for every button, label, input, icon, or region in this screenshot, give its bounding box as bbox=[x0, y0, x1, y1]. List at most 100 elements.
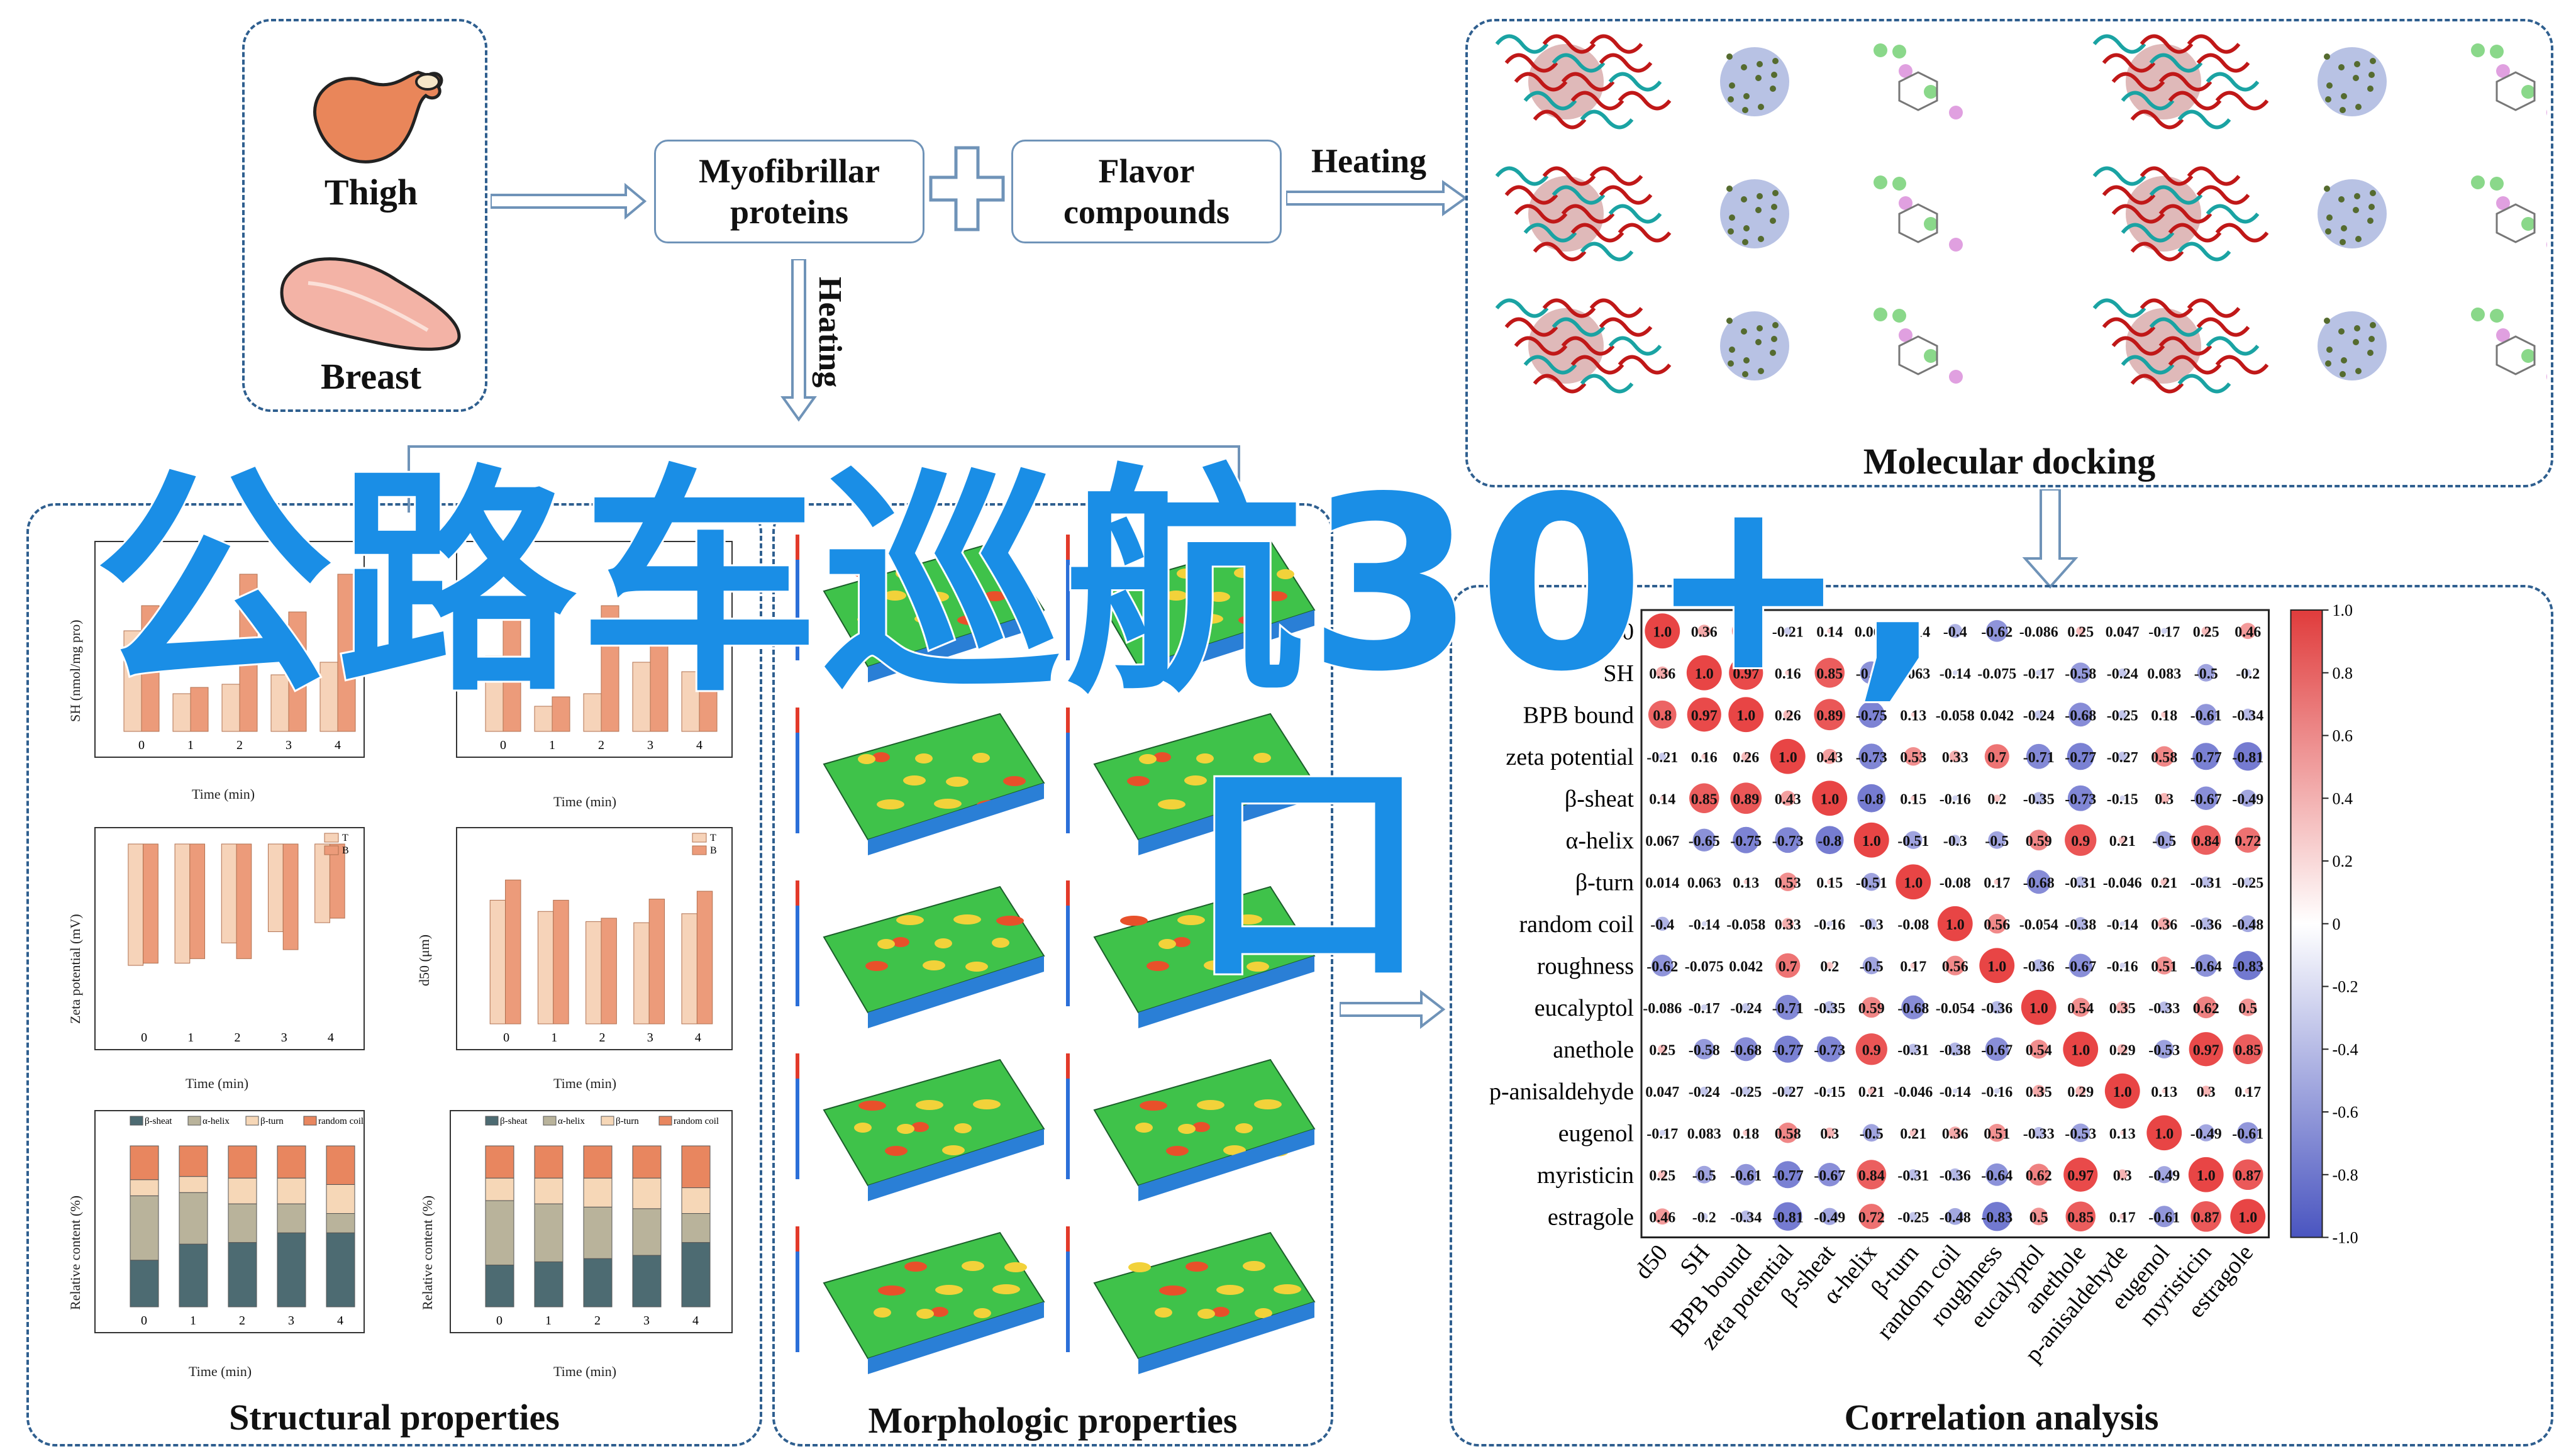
corr-value: -0.24 bbox=[1730, 1001, 1762, 1017]
afm-peak bbox=[953, 568, 970, 578]
ligand-atom bbox=[1743, 93, 1750, 99]
ligand-atom bbox=[2326, 347, 2333, 353]
surface-blob bbox=[1720, 311, 1789, 380]
corr-value: 0.43 bbox=[1775, 791, 1801, 808]
corr-circle bbox=[1857, 784, 1886, 813]
sh-xlabel: Time (min) bbox=[192, 786, 255, 802]
ligand-atom bbox=[2353, 75, 2359, 81]
x-tick: 0 bbox=[503, 1031, 509, 1045]
corr-value: -0.086 bbox=[2019, 624, 2058, 640]
bar-B bbox=[337, 574, 356, 732]
corr-value: 0.59 bbox=[1858, 1001, 1885, 1017]
ligand-atom bbox=[2341, 93, 2347, 99]
corr-value: 0.16 bbox=[1691, 750, 1718, 766]
legend-label: α-helix bbox=[558, 1116, 585, 1126]
stack-α-helix bbox=[485, 1200, 514, 1265]
legend-swatch bbox=[130, 1116, 143, 1126]
ligand-atom bbox=[1757, 325, 1763, 331]
corr-circle bbox=[1909, 1212, 1918, 1221]
stack-α-helix bbox=[583, 1206, 613, 1259]
corr-circle bbox=[1780, 791, 1796, 806]
corr-circle bbox=[1812, 780, 1848, 816]
afm-peak bbox=[996, 569, 1013, 579]
afm-peak bbox=[872, 752, 890, 762]
stack-β-sheat bbox=[179, 1243, 208, 1307]
corr-value: -0.36 bbox=[1940, 1168, 1971, 1184]
ligand-atom bbox=[1757, 193, 1763, 199]
corr-value: -0.68 bbox=[1897, 1001, 1929, 1017]
protein-ribbon bbox=[1542, 166, 1596, 186]
afm-colorbar-top bbox=[796, 535, 799, 560]
corr-value: -0.34 bbox=[2232, 708, 2263, 724]
stack-α-helix bbox=[179, 1192, 208, 1245]
corr-circle bbox=[1954, 713, 1957, 716]
corr-circle bbox=[2188, 1157, 2224, 1192]
corr-circle bbox=[1774, 1035, 1802, 1063]
afm-peak bbox=[1158, 939, 1176, 949]
bar-T-1 bbox=[537, 911, 554, 1024]
afm-peak bbox=[1177, 569, 1194, 579]
corr-value: 0.26 bbox=[1733, 750, 1759, 766]
stack-random coil bbox=[681, 1145, 711, 1189]
corr-value: -0.14 bbox=[2107, 917, 2138, 933]
corr-circle bbox=[2035, 710, 2043, 719]
afm-colorbar-top bbox=[1066, 880, 1070, 906]
corr-value: -0.08 bbox=[1940, 875, 1971, 891]
corr-value: 0.21 bbox=[1858, 1084, 1885, 1101]
bar-B-0 bbox=[143, 843, 158, 963]
corr-value: -0.34 bbox=[1730, 1209, 1762, 1226]
corr-value: 0.72 bbox=[2235, 833, 2261, 850]
ligand-atom bbox=[1729, 347, 1735, 353]
corr-value: 0.13 bbox=[2109, 1126, 2136, 1142]
afm-peak bbox=[1265, 591, 1287, 601]
afm-colorbar bbox=[796, 708, 799, 833]
corr-value: -0.83 bbox=[2232, 958, 2263, 975]
stack-β-sheat bbox=[632, 1255, 662, 1307]
structural-title: Structural properties bbox=[229, 1397, 560, 1438]
corr-value: -0.75 bbox=[1856, 708, 1887, 724]
corr-value: -0.046 bbox=[1894, 1084, 1933, 1101]
afm-peak bbox=[954, 1123, 972, 1133]
protein-ribbon bbox=[1514, 72, 1568, 92]
x-tick: 0 bbox=[500, 738, 506, 752]
corr-circle bbox=[1816, 1036, 1843, 1062]
afm-peak bbox=[1215, 799, 1243, 809]
afm-peak bbox=[853, 567, 870, 577]
corr-value: -0.48 bbox=[2232, 917, 2263, 933]
corr-value: -0.68 bbox=[2065, 708, 2096, 724]
ligand-ring bbox=[1898, 203, 1938, 243]
afm-colorbar bbox=[796, 1226, 799, 1352]
corr-value: -0.49 bbox=[2232, 791, 2263, 808]
bar-T-4 bbox=[314, 843, 330, 923]
corr-circle bbox=[2195, 704, 2217, 726]
corr-value: 0.35 bbox=[2109, 1001, 2136, 1017]
corr-circle bbox=[1904, 747, 1923, 766]
corr-value: -0.5 bbox=[1692, 1168, 1716, 1184]
corr-circle bbox=[1945, 955, 1965, 975]
x-tick: 4 bbox=[335, 738, 341, 752]
interaction-residue bbox=[1874, 43, 1887, 57]
corr-value: -0.16 bbox=[1940, 791, 1971, 808]
stack-β-sheat bbox=[228, 1242, 257, 1307]
stack-β-turn bbox=[130, 1179, 159, 1196]
afm-peak bbox=[1120, 916, 1148, 926]
corr-value: 0.067 bbox=[1645, 833, 1679, 850]
afm-panel bbox=[1066, 535, 1316, 682]
corr-value: 0.063 bbox=[1896, 666, 1930, 682]
protein-ribbon bbox=[2092, 298, 2146, 318]
corr-value: 0.36 bbox=[1649, 666, 1675, 682]
afm-peak bbox=[1235, 914, 1262, 924]
corr-value: 1.0 bbox=[1904, 875, 1923, 891]
corr-circle bbox=[1814, 699, 1846, 731]
corr-circle bbox=[2237, 1122, 2259, 1144]
corr-circle bbox=[2118, 836, 2126, 844]
corr-circle bbox=[2029, 1040, 2048, 1059]
interaction-residue bbox=[1892, 309, 1906, 323]
corr-circle bbox=[2146, 1115, 2182, 1151]
corr-value: 0.9 bbox=[1862, 1042, 1881, 1058]
docking-panel bbox=[1495, 298, 1963, 394]
corr-circle bbox=[2191, 825, 2221, 855]
corr-value: -0.58 bbox=[1689, 1042, 1720, 1058]
corr-value: 0.25 bbox=[2067, 624, 2094, 640]
corr-circle bbox=[1996, 714, 1998, 716]
